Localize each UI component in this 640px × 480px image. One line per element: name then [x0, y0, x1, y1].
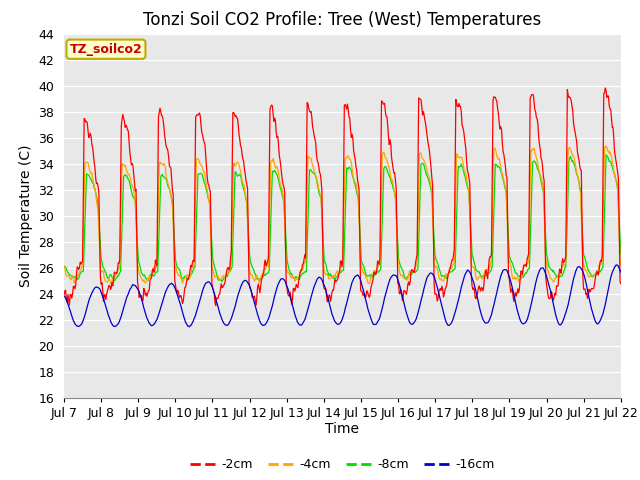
- -16cm: [184, 323, 192, 329]
- -4cm: [602, 143, 609, 149]
- X-axis label: Time: Time: [325, 422, 360, 436]
- -8cm: [127, 188, 135, 193]
- -8cm: [428, 188, 435, 193]
- -16cm: [186, 324, 193, 330]
- Line: -16cm: -16cm: [64, 265, 621, 327]
- -4cm: [128, 183, 136, 189]
- -16cm: [70, 319, 78, 324]
- Line: -8cm: -8cm: [64, 155, 621, 282]
- -8cm: [184, 276, 192, 282]
- -16cm: [60, 293, 68, 299]
- -8cm: [218, 279, 226, 285]
- -16cm: [214, 304, 222, 310]
- Title: Tonzi Soil CO2 Profile: Tree (West) Temperatures: Tonzi Soil CO2 Profile: Tree (West) Temp…: [143, 11, 541, 29]
- Text: TZ_soilco2: TZ_soilco2: [70, 43, 142, 56]
- -2cm: [214, 295, 222, 301]
- -16cm: [617, 269, 625, 275]
- -8cm: [411, 268, 419, 274]
- -4cm: [214, 274, 222, 279]
- -16cm: [428, 270, 435, 276]
- -2cm: [617, 281, 625, 287]
- -2cm: [127, 162, 135, 168]
- -4cm: [428, 184, 435, 190]
- -4cm: [70, 280, 78, 286]
- -16cm: [127, 285, 135, 290]
- Line: -2cm: -2cm: [64, 88, 621, 306]
- Y-axis label: Soil Temperature (C): Soil Temperature (C): [19, 145, 33, 287]
- -8cm: [602, 152, 610, 157]
- -8cm: [70, 274, 78, 280]
- -16cm: [613, 262, 621, 268]
- Line: -4cm: -4cm: [64, 146, 621, 284]
- -8cm: [214, 275, 221, 280]
- -2cm: [60, 292, 68, 298]
- -2cm: [70, 283, 78, 289]
- -16cm: [411, 319, 419, 324]
- -2cm: [428, 165, 435, 171]
- -2cm: [212, 303, 220, 309]
- -4cm: [108, 281, 115, 287]
- -2cm: [184, 277, 192, 283]
- -2cm: [411, 265, 419, 271]
- -4cm: [185, 276, 193, 281]
- -4cm: [411, 268, 419, 274]
- -2cm: [602, 85, 609, 91]
- Legend: -2cm, -4cm, -8cm, -16cm: -2cm, -4cm, -8cm, -16cm: [186, 453, 499, 476]
- -8cm: [60, 263, 68, 269]
- -4cm: [617, 262, 625, 268]
- -8cm: [617, 251, 625, 257]
- -4cm: [60, 263, 68, 269]
